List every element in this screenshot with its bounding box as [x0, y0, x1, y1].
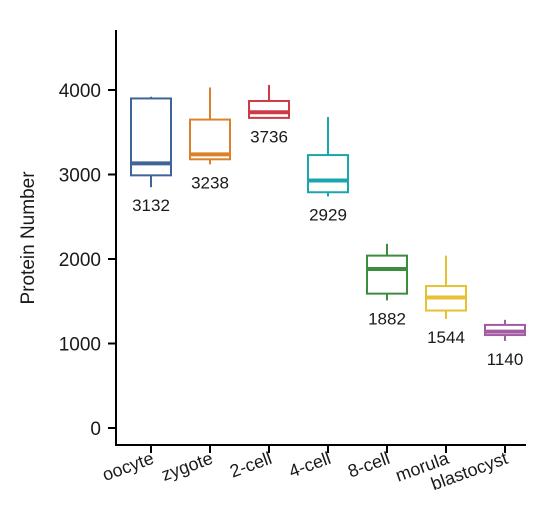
x-tick-label-2-cell: 2-cell [227, 448, 274, 482]
y-tick-label: 3000 [59, 166, 101, 187]
box-body [248, 99, 290, 119]
median-label-4-cell: 2929 [309, 205, 347, 224]
median-label-morula: 1544 [427, 328, 465, 347]
median-label-2-cell: 3736 [250, 128, 288, 147]
median-labels: 3132 3238 3736 2929 1882 1544 1140 [132, 128, 523, 369]
box-body [307, 154, 349, 194]
median-label-oocyte: 3132 [132, 196, 170, 215]
box-series [130, 84, 526, 341]
x-tick-label-4-cell: 4-cell [286, 448, 333, 482]
box-2-cell [248, 84, 290, 119]
y-tick-label: 2000 [59, 250, 101, 271]
box-oocyte [130, 96, 172, 188]
y-tick-label: 0 [90, 419, 101, 440]
x-ticks: oocyte zygote 2-cell 4-cell 8-cell morulablas… [100, 445, 510, 494]
x-tick-label-oocyte: oocyte [100, 448, 157, 485]
box-8-cell [366, 243, 408, 301]
median-label-zygote: 3238 [191, 173, 229, 192]
y-tick-label: 4000 [59, 81, 101, 102]
y-axis-title: Protein Number [18, 171, 39, 305]
x-tick-label-zygote: zygote [159, 448, 216, 485]
y-tick-label: 1000 [59, 335, 101, 356]
box-body [366, 254, 408, 295]
box-morula [425, 255, 467, 319]
box-blastocyst [484, 319, 526, 341]
y-ticks: 0 1000 2000 3000 4000 [59, 81, 116, 440]
median-label-8-cell: 1882 [368, 309, 406, 328]
median-label-blastocyst: 1140 [487, 350, 524, 369]
box-zygote [189, 87, 231, 165]
box-4-cell [307, 117, 349, 197]
x-tick-label-8-cell: 8-cell [345, 448, 392, 482]
